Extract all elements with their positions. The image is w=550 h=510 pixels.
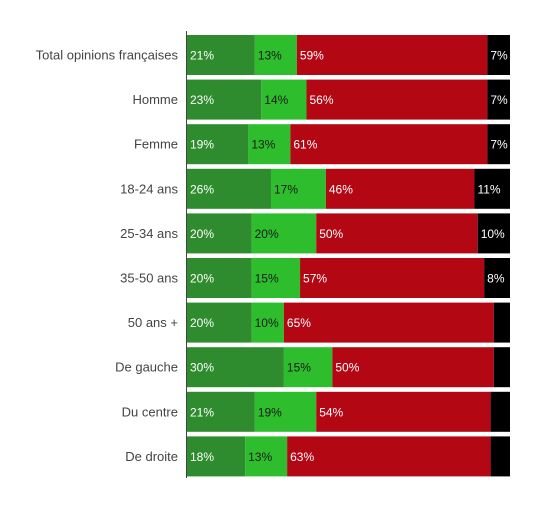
data-label: 63% — [290, 450, 314, 464]
data-label: 17% — [274, 182, 298, 196]
data-label: 13% — [258, 49, 282, 63]
bar-segment — [300, 258, 485, 298]
data-label: 56% — [310, 93, 334, 107]
bar-segment — [296, 35, 488, 75]
data-label: 19% — [258, 405, 282, 419]
bar-segment — [187, 436, 246, 477]
data-label: 59% — [300, 49, 324, 63]
bar-segment — [332, 347, 494, 388]
category-label: Du centre — [122, 404, 178, 419]
bar-segment — [487, 79, 510, 120]
bar-segment — [325, 168, 475, 209]
data-label: 13% — [248, 450, 272, 464]
category-label: 50 ans + — [128, 315, 178, 330]
data-label: 46% — [329, 182, 353, 196]
data-label: 11% — [477, 182, 500, 196]
data-label: 15% — [255, 272, 279, 286]
data-label: 23% — [190, 93, 214, 107]
bar-segment — [251, 213, 317, 254]
bar-segment — [484, 258, 510, 298]
category-labels: Total opinions françaises Homme Femme 18-24… — [36, 48, 179, 464]
bar-segment — [251, 302, 284, 343]
category-label: 35-50 ans — [120, 271, 178, 286]
data-label: 7% — [490, 49, 508, 63]
bar-segment — [487, 124, 510, 165]
category-label: De droite — [125, 449, 178, 464]
category-label: 25-34 ans — [120, 226, 178, 241]
data-label: 20% — [190, 316, 214, 330]
bar-segment — [187, 347, 284, 388]
data-label: 19% — [190, 138, 214, 152]
category-label: Total opinions françaises — [36, 48, 179, 63]
data-label: 21% — [190, 405, 214, 419]
bar-segment — [290, 124, 488, 165]
data-label: 10% — [255, 316, 279, 330]
data-label: 21% — [190, 49, 214, 63]
bar-segment — [490, 436, 510, 477]
category-label: De gauche — [115, 360, 178, 375]
category-label: 18-24 ans — [120, 181, 178, 196]
bar-segment — [261, 79, 307, 120]
bar-segment — [251, 258, 301, 298]
bar-segment — [316, 391, 491, 432]
bar-segment — [493, 302, 510, 343]
bar-segment — [477, 213, 510, 254]
bar-segment — [248, 124, 291, 165]
category-label: Homme — [132, 92, 178, 107]
bar-segment — [187, 124, 249, 165]
bar-segment — [490, 391, 510, 432]
bar-segment — [254, 35, 297, 75]
data-label: 57% — [303, 272, 327, 286]
bar-segment — [283, 347, 333, 388]
bar-segment — [245, 436, 288, 477]
data-label: 20% — [190, 272, 214, 286]
bar-segment — [474, 168, 510, 209]
data-label: 65% — [287, 316, 311, 330]
data-label: 20% — [255, 227, 279, 241]
data-label: 7% — [490, 93, 508, 107]
bar-segment — [287, 436, 491, 477]
bar-segment — [270, 168, 326, 209]
bar-segment — [487, 35, 510, 75]
data-label: 20% — [190, 227, 214, 241]
bar-segment — [254, 391, 317, 432]
bar-segment — [306, 79, 488, 120]
bar-area: 21% 13% 59% 7% 23% 14% 56% 7% 19% 13% 61% 7% 26% 17% 4… — [187, 35, 510, 477]
bar-segment — [187, 79, 262, 120]
bar-segment — [283, 302, 494, 343]
data-label: 61% — [293, 138, 317, 152]
data-label: 14% — [264, 93, 288, 107]
data-label: 54% — [319, 405, 343, 419]
category-label: Femme — [134, 137, 178, 152]
data-label: 50% — [335, 361, 359, 375]
bar-segment — [187, 168, 271, 209]
data-label: 7% — [490, 138, 508, 152]
bar-segment — [187, 258, 252, 298]
bar-segment — [187, 302, 252, 343]
bar-segment — [187, 35, 255, 75]
data-label: 8% — [487, 272, 505, 286]
data-label: 18% — [190, 450, 214, 464]
bar-segment — [316, 213, 478, 254]
data-label: 26% — [190, 182, 214, 196]
bar-segment — [187, 213, 252, 254]
data-label: 10% — [481, 227, 505, 241]
data-label: 13% — [251, 138, 275, 152]
bar-segment — [493, 347, 510, 388]
bar-segment — [187, 391, 255, 432]
data-label: 50% — [319, 227, 343, 241]
data-label: 15% — [287, 361, 311, 375]
data-label: 30% — [190, 361, 214, 375]
